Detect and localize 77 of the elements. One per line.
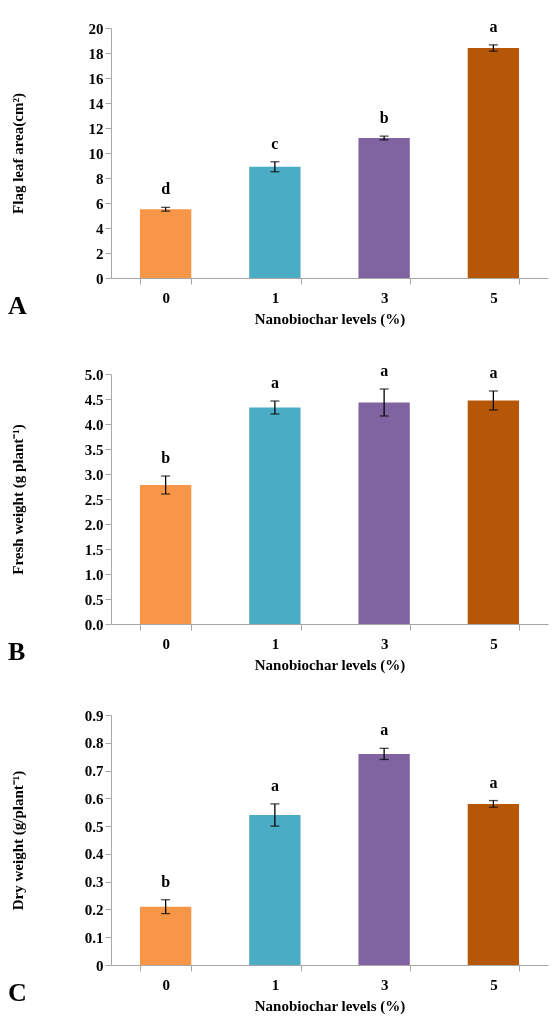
- x-tick-label: 1: [271, 635, 280, 652]
- y-tick-label: 18: [88, 45, 104, 62]
- y-tick-label: 3.5: [84, 441, 104, 458]
- y-tick-label: 0.9: [84, 707, 104, 724]
- annotation: c: [271, 134, 279, 152]
- x-axis-title: Nanobiochar levels (%): [254, 997, 406, 1015]
- y-tick-label: 2: [96, 245, 104, 262]
- bar: [467, 803, 520, 965]
- x-tick-label: 0: [162, 289, 170, 306]
- bar: [249, 166, 301, 278]
- x-tick-label: 3: [380, 635, 389, 652]
- bar: [358, 402, 410, 624]
- y-tick-label: 8: [96, 170, 104, 187]
- y-tick-label: 0.0: [84, 616, 104, 633]
- annotation: a: [489, 773, 498, 791]
- y-tick-label: 1.5: [84, 541, 104, 558]
- x-tick-label: 0: [162, 635, 170, 652]
- y-tick-label: 2.5: [84, 491, 104, 508]
- x-tick-label: 1: [271, 976, 280, 993]
- y-tick-label: 14: [88, 95, 104, 112]
- y-tick-label: 0.3: [84, 874, 104, 891]
- y-tick-label: 4.5: [84, 391, 104, 408]
- x-tick-label: 5: [490, 976, 498, 993]
- y-tick-label: 2.0: [84, 516, 104, 533]
- y-tick-label: 3.0: [84, 466, 104, 483]
- y-tick-label: 0.2: [84, 901, 104, 918]
- x-tick-label: 0: [162, 976, 170, 993]
- annotation: a: [489, 17, 498, 35]
- y-tick-label: 0: [96, 270, 104, 287]
- text: C: [8, 978, 27, 1007]
- annotation: d: [161, 180, 171, 198]
- bar: [249, 815, 301, 965]
- annotation: a: [489, 364, 498, 381]
- y-tick-label: 0.6: [84, 790, 104, 807]
- y-tick-label: 5.0: [84, 366, 104, 383]
- y-tick-label: 10: [88, 145, 104, 162]
- bar: [358, 138, 410, 278]
- y-tick-label: 16: [88, 70, 104, 87]
- y-tick-label: 12: [88, 120, 104, 137]
- y-tick-label: 20: [88, 20, 104, 37]
- y-tick-label: 4: [96, 220, 104, 237]
- x-tick-label: 5: [490, 635, 498, 652]
- y-tick-label: 0.8: [84, 735, 104, 752]
- bar: [139, 209, 192, 278]
- annotation: b: [161, 872, 171, 890]
- y-axis-title: Fresh weight (g plant⁻¹): [9, 424, 27, 575]
- y-tick-label: 0.1: [84, 929, 104, 946]
- annotation: a: [380, 721, 389, 739]
- y-tick-label: 0.5: [84, 818, 104, 835]
- annotation: b: [379, 109, 389, 127]
- bar: [467, 400, 520, 624]
- x-tick-label: 5: [490, 289, 498, 306]
- bar: [139, 906, 192, 965]
- y-tick-label: 0.7: [84, 763, 104, 780]
- x-tick-label: 3: [380, 289, 389, 306]
- annotation: a: [270, 776, 279, 794]
- annotation: b: [161, 449, 171, 466]
- y-tick-label: 0.5: [84, 591, 104, 608]
- y-tick-label: 0: [96, 957, 104, 974]
- x-axis-title: Nanobiochar levels (%): [254, 310, 406, 328]
- text: A: [8, 291, 27, 320]
- y-tick-label: 4.0: [84, 416, 104, 433]
- text: B: [8, 637, 26, 666]
- y-tick-label: 0.4: [84, 846, 104, 863]
- x-tick-label: 1: [271, 289, 280, 306]
- bar: [358, 753, 410, 965]
- y-axis-title: Flag leaf area(cm²): [9, 93, 27, 214]
- y-axis-title: Dry weight (g/plant⁻¹): [9, 770, 27, 911]
- bar: [249, 407, 301, 624]
- x-tick-label: 3: [380, 976, 389, 993]
- y-tick-label: 1.0: [84, 566, 104, 583]
- annotation: a: [270, 374, 279, 391]
- bar: [467, 48, 520, 278]
- bar: [139, 485, 192, 624]
- y-tick-label: 6: [96, 195, 104, 212]
- x-axis-title: Nanobiochar levels (%): [254, 656, 406, 674]
- annotation: a: [380, 362, 389, 379]
